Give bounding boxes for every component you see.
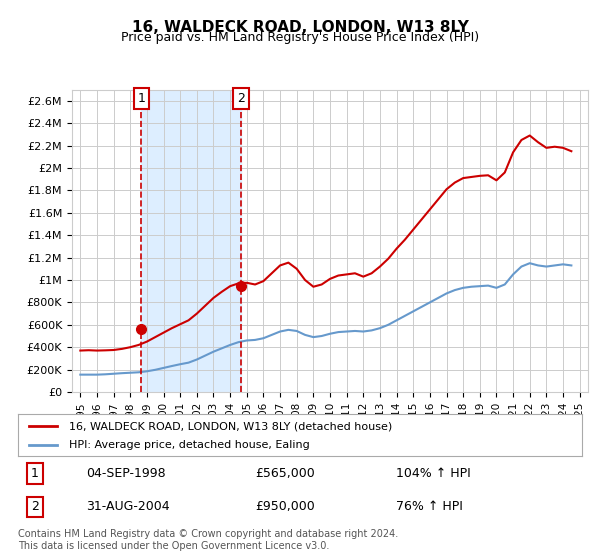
Text: Contains HM Land Registry data © Crown copyright and database right 2024.
This d: Contains HM Land Registry data © Crown c…: [18, 529, 398, 551]
Text: HPI: Average price, detached house, Ealing: HPI: Average price, detached house, Eali…: [69, 440, 310, 450]
Text: 76% ↑ HPI: 76% ↑ HPI: [396, 500, 463, 514]
Text: 1: 1: [31, 467, 39, 480]
Bar: [142, 90, 241, 392]
Text: 2: 2: [237, 92, 245, 105]
Text: 04-SEP-1998: 04-SEP-1998: [86, 467, 166, 480]
Text: 16, WALDECK ROAD, LONDON, W13 8LY (detached house): 16, WALDECK ROAD, LONDON, W13 8LY (detac…: [69, 421, 392, 431]
Text: 16, WALDECK ROAD, LONDON, W13 8LY: 16, WALDECK ROAD, LONDON, W13 8LY: [131, 20, 469, 35]
Text: 104% ↑ HPI: 104% ↑ HPI: [396, 467, 470, 480]
Text: 1: 1: [137, 92, 145, 105]
Text: Price paid vs. HM Land Registry's House Price Index (HPI): Price paid vs. HM Land Registry's House …: [121, 31, 479, 44]
Text: 31-AUG-2004: 31-AUG-2004: [86, 500, 169, 514]
Text: £950,000: £950,000: [255, 500, 314, 514]
Text: 2: 2: [31, 500, 39, 514]
Text: £565,000: £565,000: [255, 467, 314, 480]
